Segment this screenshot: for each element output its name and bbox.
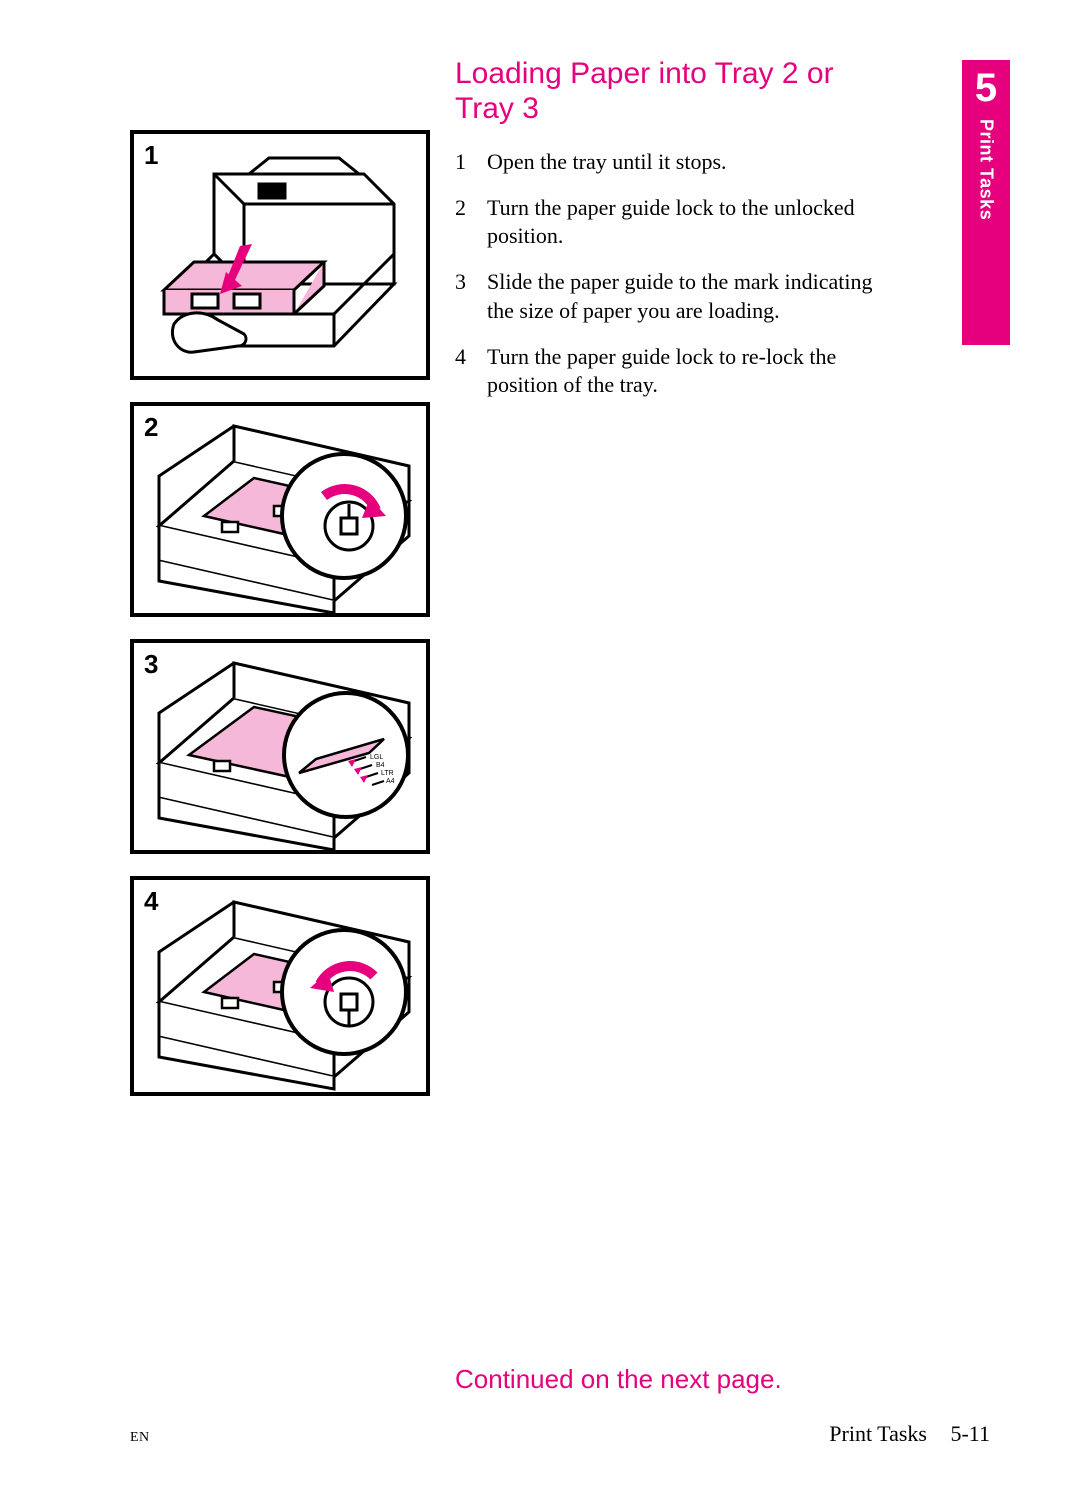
- chapter-tab: 5 Print Tasks: [962, 60, 1010, 345]
- step-number: 1: [455, 148, 487, 176]
- footer-language: EN: [130, 1430, 150, 1446]
- step-item: 1 Open the tray until it stops.: [455, 148, 895, 176]
- step-text: Open the tray until it stops.: [487, 148, 895, 176]
- step-text: Turn the paper guide lock to the unlocke…: [487, 194, 895, 250]
- figure-1: 1: [130, 130, 430, 380]
- step-text: Turn the paper guide lock to re-lock the…: [487, 343, 895, 399]
- printer-open-tray-icon: [134, 134, 426, 376]
- page-heading: Loading Paper into Tray 2 or Tray 3: [455, 56, 885, 127]
- figure-label: 1: [144, 140, 158, 171]
- step-item: 3 Slide the paper guide to the mark indi…: [455, 268, 895, 324]
- step-item: 2 Turn the paper guide lock to the unloc…: [455, 194, 895, 250]
- steps-list: 1 Open the tray until it stops. 2 Turn t…: [455, 148, 895, 417]
- chapter-number: 5: [962, 66, 1010, 111]
- figure-4: 4: [130, 876, 430, 1096]
- figure-2: 2: [130, 402, 430, 617]
- figure-label: 3: [144, 649, 158, 680]
- tray-lock-relock-icon: [134, 880, 426, 1092]
- figure-3: 3: [130, 639, 430, 854]
- figures-column: 1: [130, 130, 430, 1118]
- footer-section: Print Tasks: [829, 1421, 927, 1446]
- page-footer: EN Print Tasks 5-11: [130, 1421, 990, 1447]
- svg-text:A4: A4: [386, 778, 395, 785]
- tray-slide-guide-icon: LGL B4 LTR A4: [134, 643, 426, 850]
- tray-lock-unlock-icon: [134, 406, 426, 613]
- step-number: 4: [455, 343, 487, 399]
- step-number: 2: [455, 194, 487, 250]
- svg-text:LTR: LTR: [381, 770, 394, 777]
- step-number: 3: [455, 268, 487, 324]
- manual-page: 5 Print Tasks Loading Paper into Tray 2 …: [0, 0, 1080, 1495]
- chapter-label: Print Tasks: [976, 119, 997, 220]
- step-text: Slide the paper guide to the mark indica…: [487, 268, 895, 324]
- figure-label: 4: [144, 886, 158, 917]
- figure-label: 2: [144, 412, 158, 443]
- step-item: 4 Turn the paper guide lock to re-lock t…: [455, 343, 895, 399]
- svg-text:B4: B4: [376, 762, 385, 769]
- svg-text:LGL: LGL: [370, 754, 383, 761]
- footer-page-number: 5-11: [950, 1421, 990, 1446]
- continued-note: Continued on the next page.: [455, 1364, 782, 1395]
